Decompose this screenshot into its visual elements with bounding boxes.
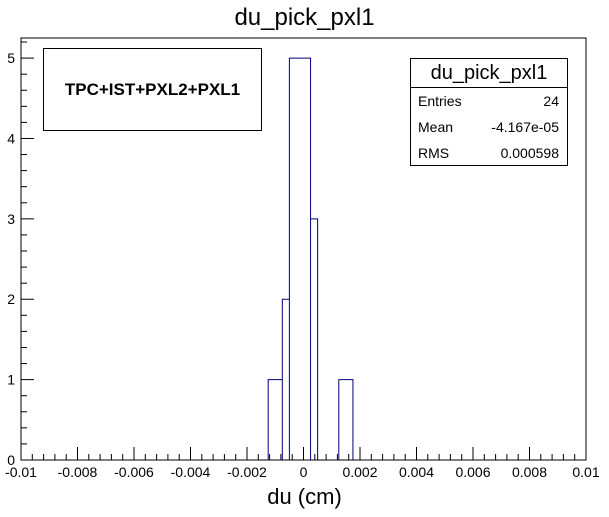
y-tick-label: 5 (7, 50, 15, 66)
x-tick-label: -0.01 (5, 464, 37, 480)
y-tick-label: 2 (7, 291, 15, 307)
legend-box: TPC+IST+PXL2+PXL1 (43, 48, 262, 131)
x-tick-label: 0.01 (572, 464, 599, 480)
x-tick-label: -0.006 (114, 464, 154, 480)
x-tick-label: 0.002 (342, 464, 377, 480)
stats-row-mean: Mean -4.167e-05 (411, 114, 567, 140)
stats-row-entries: Entries 24 (411, 88, 567, 114)
x-tick-label: 0.008 (512, 464, 547, 480)
plot-frame (20, 37, 587, 461)
y-tick-label: 0 (7, 452, 15, 468)
y-tick-label: 3 (7, 211, 15, 227)
x-tick-label: 0 (300, 464, 308, 480)
stats-rms-label: RMS (418, 145, 450, 161)
x-tick-label: -0.002 (227, 464, 267, 480)
stats-title: du_pick_pxl1 (411, 59, 567, 88)
stats-rms-value: 0.000598 (500, 145, 559, 161)
stats-box: du_pick_pxl1 Entries 24 Mean -4.167e-05 … (410, 58, 568, 166)
x-axis-label: du (cm) (267, 484, 342, 509)
histogram-line (21, 57, 586, 461)
chart-title: du_pick_pxl1 (234, 4, 375, 31)
stats-entries-label: Entries (418, 93, 462, 109)
legend-entry: TPC+IST+PXL2+PXL1 (64, 79, 241, 99)
x-tick-label: -0.004 (171, 464, 211, 480)
x-tick-label: 0.006 (455, 464, 490, 480)
x-tick-label: 0.004 (399, 464, 434, 480)
y-tick-label: 4 (7, 130, 15, 146)
x-tick-label: -0.008 (58, 464, 98, 480)
stats-mean-label: Mean (418, 119, 454, 135)
tick-labels: -0.01 -0.008 -0.006 -0.004 -0.002 0 0.002 0.004… (5, 50, 600, 480)
stats-row-rms: RMS 0.000598 (411, 140, 567, 166)
stats-entries-value: 24 (543, 93, 559, 109)
y-tick-label: 1 (7, 372, 15, 388)
stats-mean-value: -4.167e-05 (491, 119, 559, 135)
